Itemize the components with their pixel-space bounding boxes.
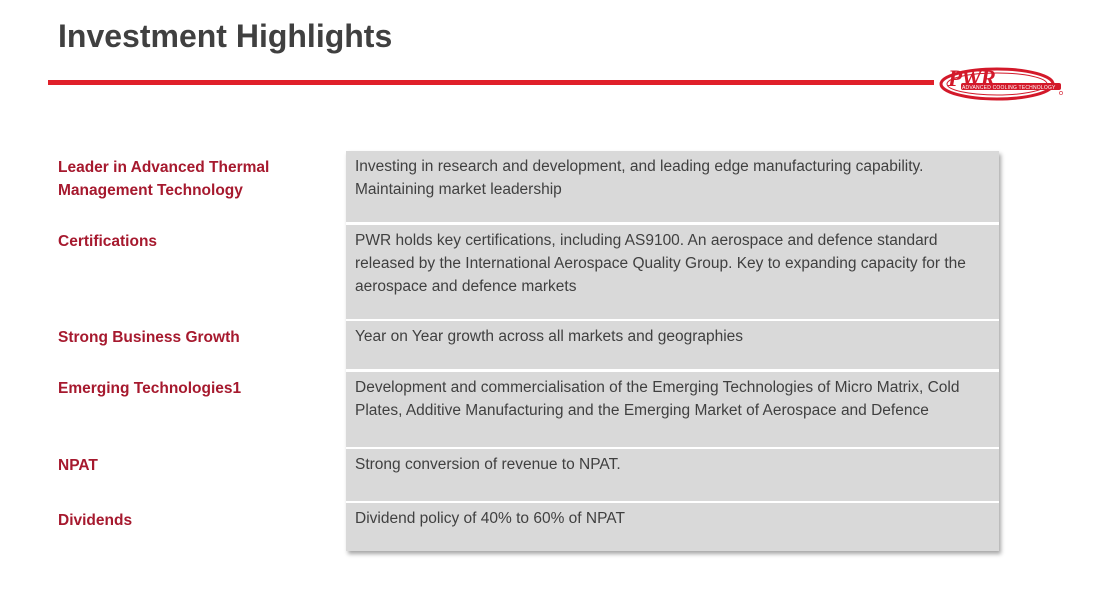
highlight-description: Dividend policy of 40% to 60% of NPAT xyxy=(346,503,999,551)
highlight-label: Dividends xyxy=(58,512,133,529)
page-title: Investment Highlights xyxy=(58,18,393,54)
highlight-label: NPAT xyxy=(58,457,98,474)
highlight-text: Year on Year growth across all markets a… xyxy=(355,328,744,345)
highlight-label: Emerging Technologies1 xyxy=(58,380,242,397)
highlight-label: Certifications xyxy=(58,233,158,250)
highlight-description: Year on Year growth across all markets a… xyxy=(346,321,999,369)
highlight-description: Development and commercialisation of the… xyxy=(346,372,999,447)
highlight-description: PWR holds key certifications, including … xyxy=(346,225,999,319)
highlight-text: Dividend policy of 40% to 60% of NPAT xyxy=(355,510,625,527)
highlight-label: Leader in Advanced Thermal Management Te… xyxy=(58,159,270,199)
pwr-logo-icon xyxy=(939,67,1063,101)
highlight-text: Investing in research and development, a… xyxy=(355,158,924,198)
highlight-text: Strong conversion of revenue to NPAT. xyxy=(355,456,621,473)
title-divider xyxy=(48,80,934,85)
highlight-label: Strong Business Growth xyxy=(58,329,240,346)
logo-tagline: ADVANCED COOLING TECHNOLOGY xyxy=(962,85,1056,91)
highlight-description: Investing in research and development, a… xyxy=(346,151,999,222)
logo-wordmark: PWR xyxy=(948,66,996,91)
highlight-description: Strong conversion of revenue to NPAT. xyxy=(346,449,999,501)
highlight-text: PWR holds key certifications, including … xyxy=(355,232,966,295)
highlight-text: Development and commercialisation of the… xyxy=(355,379,960,419)
pwr-logo xyxy=(937,66,1065,102)
